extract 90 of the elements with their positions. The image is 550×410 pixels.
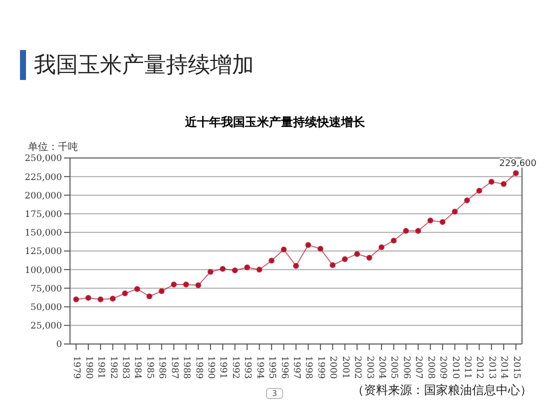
point (452, 208, 458, 215)
x-tick-label: 2012 (474, 356, 484, 379)
x-tick-label: 2002 (352, 356, 362, 379)
x-tick-label: 2004 (376, 356, 387, 380)
y-tick-label: 125,000 (24, 247, 62, 258)
point (195, 282, 202, 288)
point (244, 264, 250, 270)
x-tick-label: 1992 (230, 356, 240, 379)
x-tick-label: 1980 (83, 356, 94, 380)
x-tick-label: 2007 (413, 356, 424, 380)
x-tick-label: 1997 (291, 356, 301, 380)
point (330, 262, 336, 268)
point (317, 246, 324, 252)
x-tick-label: 2015 (510, 356, 521, 380)
y-tick-label: 75,000 (30, 284, 62, 294)
text: （资料来源：国家粮油信息中心） (352, 382, 532, 399)
y-tick-label: 175,000 (24, 210, 62, 220)
x-tick-label: 1996 (278, 356, 289, 380)
point (256, 266, 262, 273)
point (232, 267, 238, 274)
x-tick-label: 1993 (242, 356, 252, 380)
x-tick-label: 2011 (462, 356, 472, 379)
x-tick-label: 1994 (254, 356, 264, 380)
point (134, 286, 140, 292)
y-tick-label: 225,000 (24, 172, 62, 183)
point (85, 294, 92, 301)
x-tick-label: 1999 (315, 356, 326, 380)
x-tick-label: 1995 (266, 356, 277, 380)
x-tick-label: 2003 (364, 356, 374, 380)
point (305, 242, 312, 248)
point (146, 293, 152, 300)
x-tick-label: 2010 (450, 356, 460, 380)
x-tick-label: 2005 (388, 356, 399, 380)
point (220, 266, 226, 272)
y-tick-label: 100,000 (24, 266, 62, 276)
y-tick-label: 50,000 (30, 302, 62, 313)
x-tick-label: 2014 (498, 356, 509, 380)
point (98, 296, 104, 302)
point (464, 197, 470, 204)
x-tick-label: 1985 (144, 356, 154, 380)
x-tick-label: 1990 (205, 356, 216, 380)
point (293, 262, 299, 269)
point (427, 217, 434, 224)
y-tick-label: 150,000 (24, 228, 62, 239)
x-tick-label: 1998 (303, 356, 314, 380)
point (342, 256, 348, 262)
point (183, 281, 190, 288)
x-tick-label: 1984 (132, 356, 142, 380)
point (268, 258, 275, 264)
x-tick-label: 1988 (181, 356, 192, 380)
point (415, 228, 422, 234)
x-tick-label: 1981 (96, 356, 106, 379)
x-tick-label: 1982 (108, 356, 118, 379)
chart-subtitle: 近十年我国玉米产量持续快速增长 (184, 114, 366, 131)
point (390, 238, 397, 244)
x-tick-label: 2006 (400, 356, 411, 380)
point (440, 218, 446, 225)
x-tick-label: 1991 (218, 356, 228, 379)
x-tick-label: 1986 (156, 356, 167, 380)
x-tick-label: 1979 (71, 356, 82, 380)
chart-title: 我国玉米产量持续增加 (34, 52, 254, 80)
point (402, 228, 409, 234)
text: 3 (266, 388, 284, 399)
y-tick-label: 250,000 (24, 154, 62, 164)
x-tick-label: 2013 (486, 356, 496, 380)
point (476, 188, 482, 194)
point (354, 250, 360, 257)
point (73, 296, 80, 302)
point (207, 268, 214, 275)
point (512, 170, 519, 176)
y-axis-title: 单位：千吨 (28, 140, 78, 154)
point (110, 296, 116, 302)
y-tick-label: 25,000 (30, 322, 62, 332)
x-tick-label: 1987 (168, 356, 179, 380)
point (500, 181, 507, 188)
point (378, 244, 385, 250)
point (280, 246, 287, 253)
x-tick-label: 2000 (328, 356, 338, 380)
point (158, 288, 165, 294)
y-tick-label: 200,000 (24, 191, 62, 202)
point (170, 281, 177, 288)
x-tick-label: 1989 (193, 356, 204, 380)
x-tick-label: 2009 (438, 356, 448, 380)
x-tick-label: 1983 (120, 356, 130, 380)
x-tick-label: 2008 (425, 356, 436, 380)
point (122, 290, 128, 296)
point (488, 178, 494, 185)
y-tick-label: 0 (56, 340, 62, 350)
point (366, 254, 372, 261)
x-tick-label: 2001 (340, 356, 350, 379)
